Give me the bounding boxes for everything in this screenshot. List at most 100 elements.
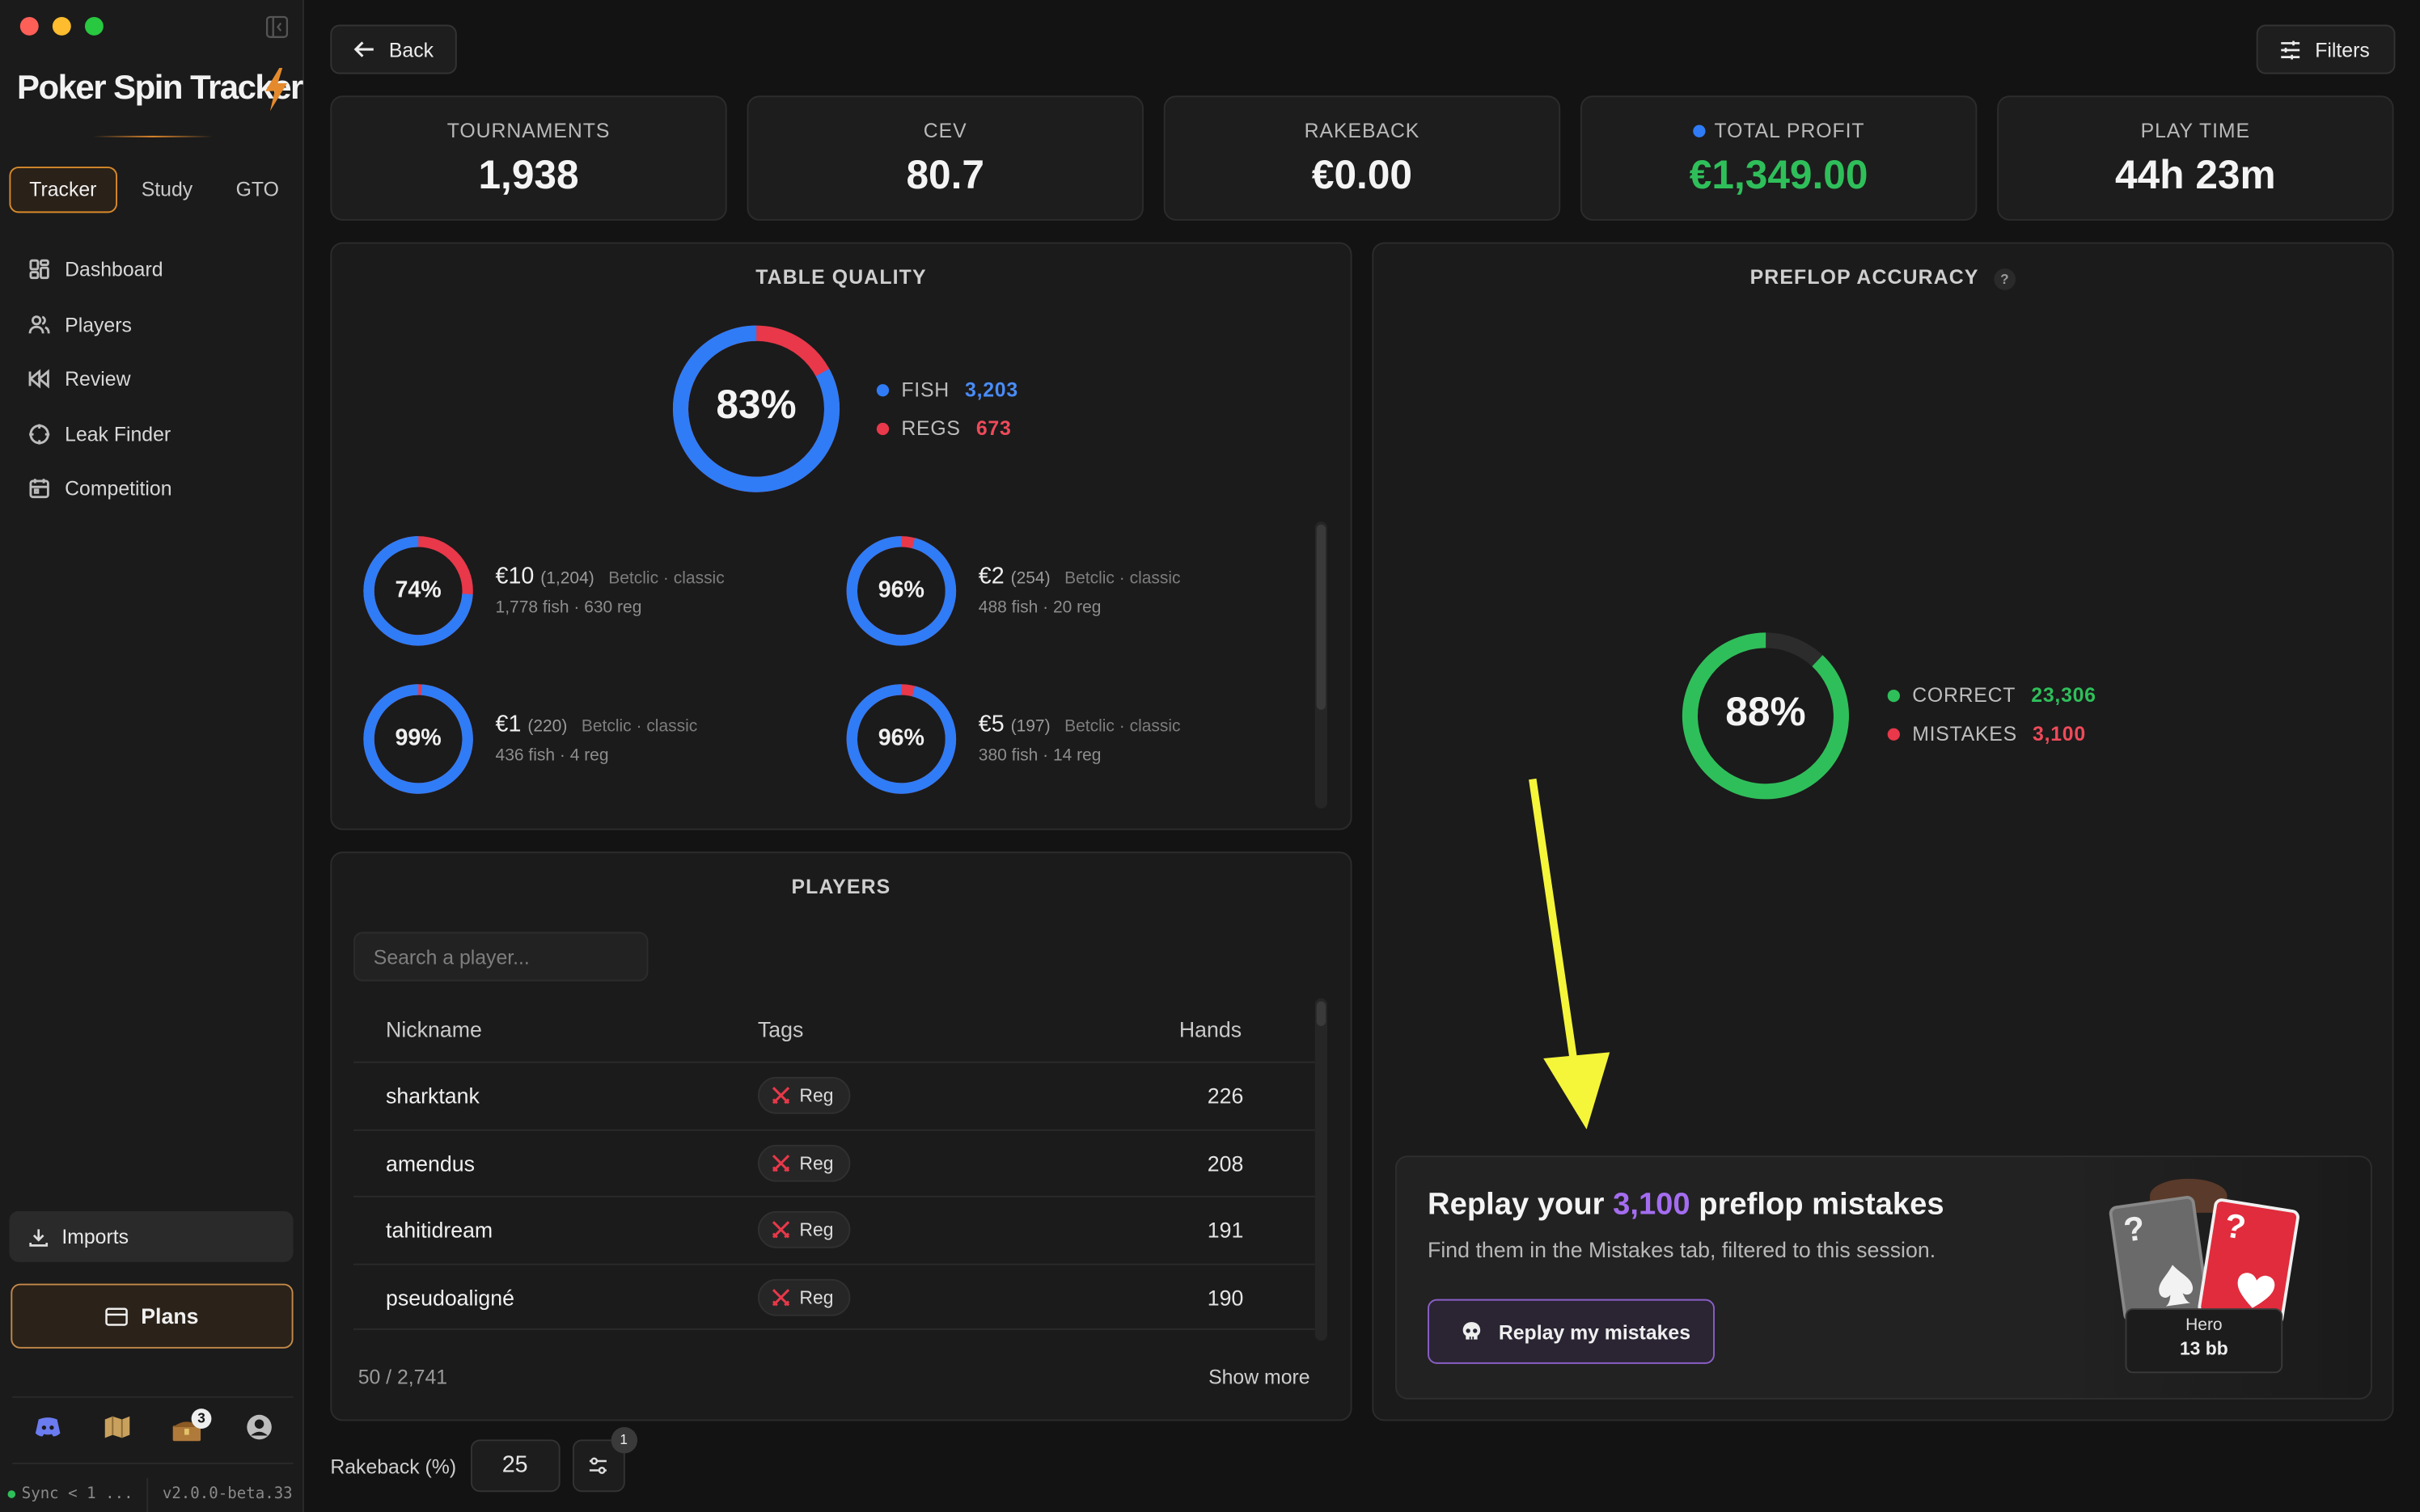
crosshair-icon — [29, 424, 50, 445]
back-button[interactable]: Back — [330, 24, 457, 74]
filters-button[interactable]: Filters — [2256, 24, 2396, 74]
sidebar-item-review[interactable]: Review — [12, 352, 293, 407]
sidebar-item-label: Competition — [65, 477, 172, 500]
stat-label: PLAY TIME — [2140, 118, 2251, 142]
stat-value: 80.7 — [906, 150, 985, 198]
sliders-icon — [2281, 40, 2300, 59]
stat-card-total-profit: TOTAL PROFIT €1,349.00 — [1580, 95, 1978, 221]
stake-item[interactable]: 96% €5 (197) Betclic · classic 380 fish … — [844, 682, 1307, 802]
hero-seat: Hero 13 bb — [2125, 1308, 2283, 1374]
stat-value: €0.00 — [1311, 150, 1413, 198]
close-window-button[interactable] — [19, 16, 39, 36]
sidebar-item-label: Review — [65, 367, 131, 391]
scroll-thumb[interactable] — [1316, 1001, 1326, 1026]
stake-detail: 1,778 fish · 630 reg — [495, 598, 642, 618]
player-nickname: tahitidream — [386, 1217, 493, 1243]
sidebar-item-competition[interactable]: Competition — [12, 462, 293, 517]
stake-item[interactable]: 96% €2 (254) Betclic · classic 488 fish … — [844, 534, 1307, 654]
stake-percent: 74% — [395, 577, 442, 604]
rakeback-bar: Rakeback (%) 25 1 — [330, 1427, 637, 1493]
skull-icon — [1462, 1321, 1481, 1339]
stat-card-rakeback: RAKEBACK €0.00 — [1163, 95, 1561, 221]
rakeback-label: Rakeback (%) — [330, 1454, 457, 1478]
player-nickname: sharktank — [386, 1083, 480, 1109]
imports-label: Imports — [61, 1225, 129, 1248]
rakeback-settings-button[interactable]: 1 — [572, 1427, 637, 1493]
player-nickname: pseudoaligné — [386, 1284, 514, 1310]
stake-item[interactable]: 74% €10 (1,204) Betclic · classic 1,778 … — [362, 534, 824, 654]
correct-dot-icon — [1887, 688, 1900, 702]
minimize-window-button[interactable] — [52, 16, 71, 36]
card-left: ? — [2108, 1194, 2211, 1324]
stake-detail: 380 fish · 14 reg — [978, 746, 1102, 766]
tag-badge[interactable]: Reg — [757, 1143, 851, 1181]
collapse-sidebar-icon[interactable] — [265, 15, 289, 46]
column-header-nickname[interactable]: Nickname — [386, 1016, 482, 1042]
player-hands: 208 — [1207, 1150, 1244, 1176]
column-header-hands[interactable]: Hands — [1178, 1016, 1242, 1042]
table-row[interactable]: pseudoaligné Reg 190 — [353, 1262, 1315, 1330]
stake-count: (220) — [527, 717, 568, 737]
help-icon[interactable]: ? — [1994, 268, 2016, 289]
stat-value: 1,938 — [478, 150, 579, 198]
stat-value: 44h 23m — [2115, 150, 2276, 198]
table-quality-panel: TABLE QUALITY 83% FISH 3,203 REGS 673 74% … — [330, 242, 1352, 830]
players-scrollbar[interactable] — [1314, 998, 1328, 1341]
plans-button[interactable]: Plans — [11, 1283, 294, 1349]
table-row[interactable]: tahitidream Reg 191 — [353, 1195, 1315, 1263]
tab-tracker[interactable]: Tracker — [9, 167, 117, 213]
panel-title: PREFLOP ACCURACY — [1749, 265, 1979, 289]
sidebar-item-leak-finder[interactable]: Leak Finder — [12, 407, 293, 462]
replay-mistakes-card: Replay your 3,100 preflop mistakes Find … — [1394, 1155, 2372, 1400]
treasure-chest-icon[interactable] — [171, 1418, 202, 1451]
stake-item[interactable]: 99% €1 (220) Betclic · classic 436 fish … — [362, 682, 824, 802]
sidebar-item-label: Dashboard — [65, 258, 163, 281]
sync-status: Sync < 1 ... — [21, 1485, 133, 1503]
hero-label: Hero — [2185, 1316, 2223, 1335]
discord-icon[interactable] — [33, 1416, 61, 1445]
crossed-swords-icon — [772, 1154, 790, 1172]
search-input[interactable] — [353, 931, 649, 982]
table-row[interactable]: amendus Reg 208 — [353, 1128, 1315, 1196]
column-header-tags[interactable]: Tags — [757, 1016, 804, 1042]
spade-icon — [2159, 1265, 2194, 1307]
tab-gto[interactable]: GTO — [235, 177, 279, 201]
stake-count: (197) — [1010, 717, 1051, 737]
sidebar-item-players[interactable]: Players — [12, 297, 293, 352]
tag-badge[interactable]: Reg — [757, 1076, 851, 1114]
fish-count: 3,203 — [965, 378, 1018, 402]
stake-count: (1,204) — [540, 569, 594, 589]
rakeback-input[interactable]: 25 — [470, 1439, 560, 1493]
tag-badge[interactable]: Reg — [757, 1210, 851, 1248]
stake-percent: 99% — [395, 724, 442, 752]
correct-count: 23,306 — [2031, 683, 2096, 707]
map-icon[interactable] — [103, 1414, 130, 1447]
notification-badge: 3 — [191, 1409, 212, 1429]
imports-button[interactable]: Imports — [9, 1210, 294, 1262]
table-row[interactable]: sharktank Reg 226 — [353, 1061, 1315, 1129]
player-hands: 190 — [1207, 1284, 1244, 1310]
tab-study[interactable]: Study — [141, 177, 193, 201]
players-panel: PLAYERS Nickname Tags Hands sharktank Re… — [330, 851, 1352, 1421]
replay-subtitle: Find them in the Mistakes tab, filtered … — [1428, 1237, 1936, 1262]
scroll-thumb[interactable] — [1316, 524, 1326, 710]
donut-fill — [672, 325, 840, 492]
arrow-left-icon — [353, 41, 374, 57]
show-more-link[interactable]: Show more — [1208, 1365, 1310, 1389]
nav-list: Dashboard Players Review Leak Finder Com… — [12, 243, 293, 517]
app-logo: Poker Spin Tracker — [16, 67, 303, 107]
tag-badge[interactable]: Reg — [757, 1278, 851, 1316]
donut-fill — [1682, 632, 1849, 800]
replay-mistakes-button[interactable]: Replay my mistakes — [1428, 1299, 1715, 1364]
stakes-scrollbar[interactable] — [1314, 521, 1328, 809]
filters-label: Filters — [2315, 37, 2370, 61]
account-icon[interactable] — [244, 1413, 272, 1448]
sidebar-item-dashboard[interactable]: Dashboard — [12, 243, 293, 298]
stat-card-cev: CEV 80.7 — [747, 95, 1144, 221]
stat-card-tournaments: TOURNAMENTS 1,938 — [330, 95, 727, 221]
calendar-icon — [29, 479, 49, 499]
maximize-window-button[interactable] — [84, 16, 104, 36]
stake-site: Betclic · classic — [581, 717, 698, 737]
sidebar-item-label: Players — [65, 312, 132, 336]
regs-label: REGS — [901, 416, 961, 440]
